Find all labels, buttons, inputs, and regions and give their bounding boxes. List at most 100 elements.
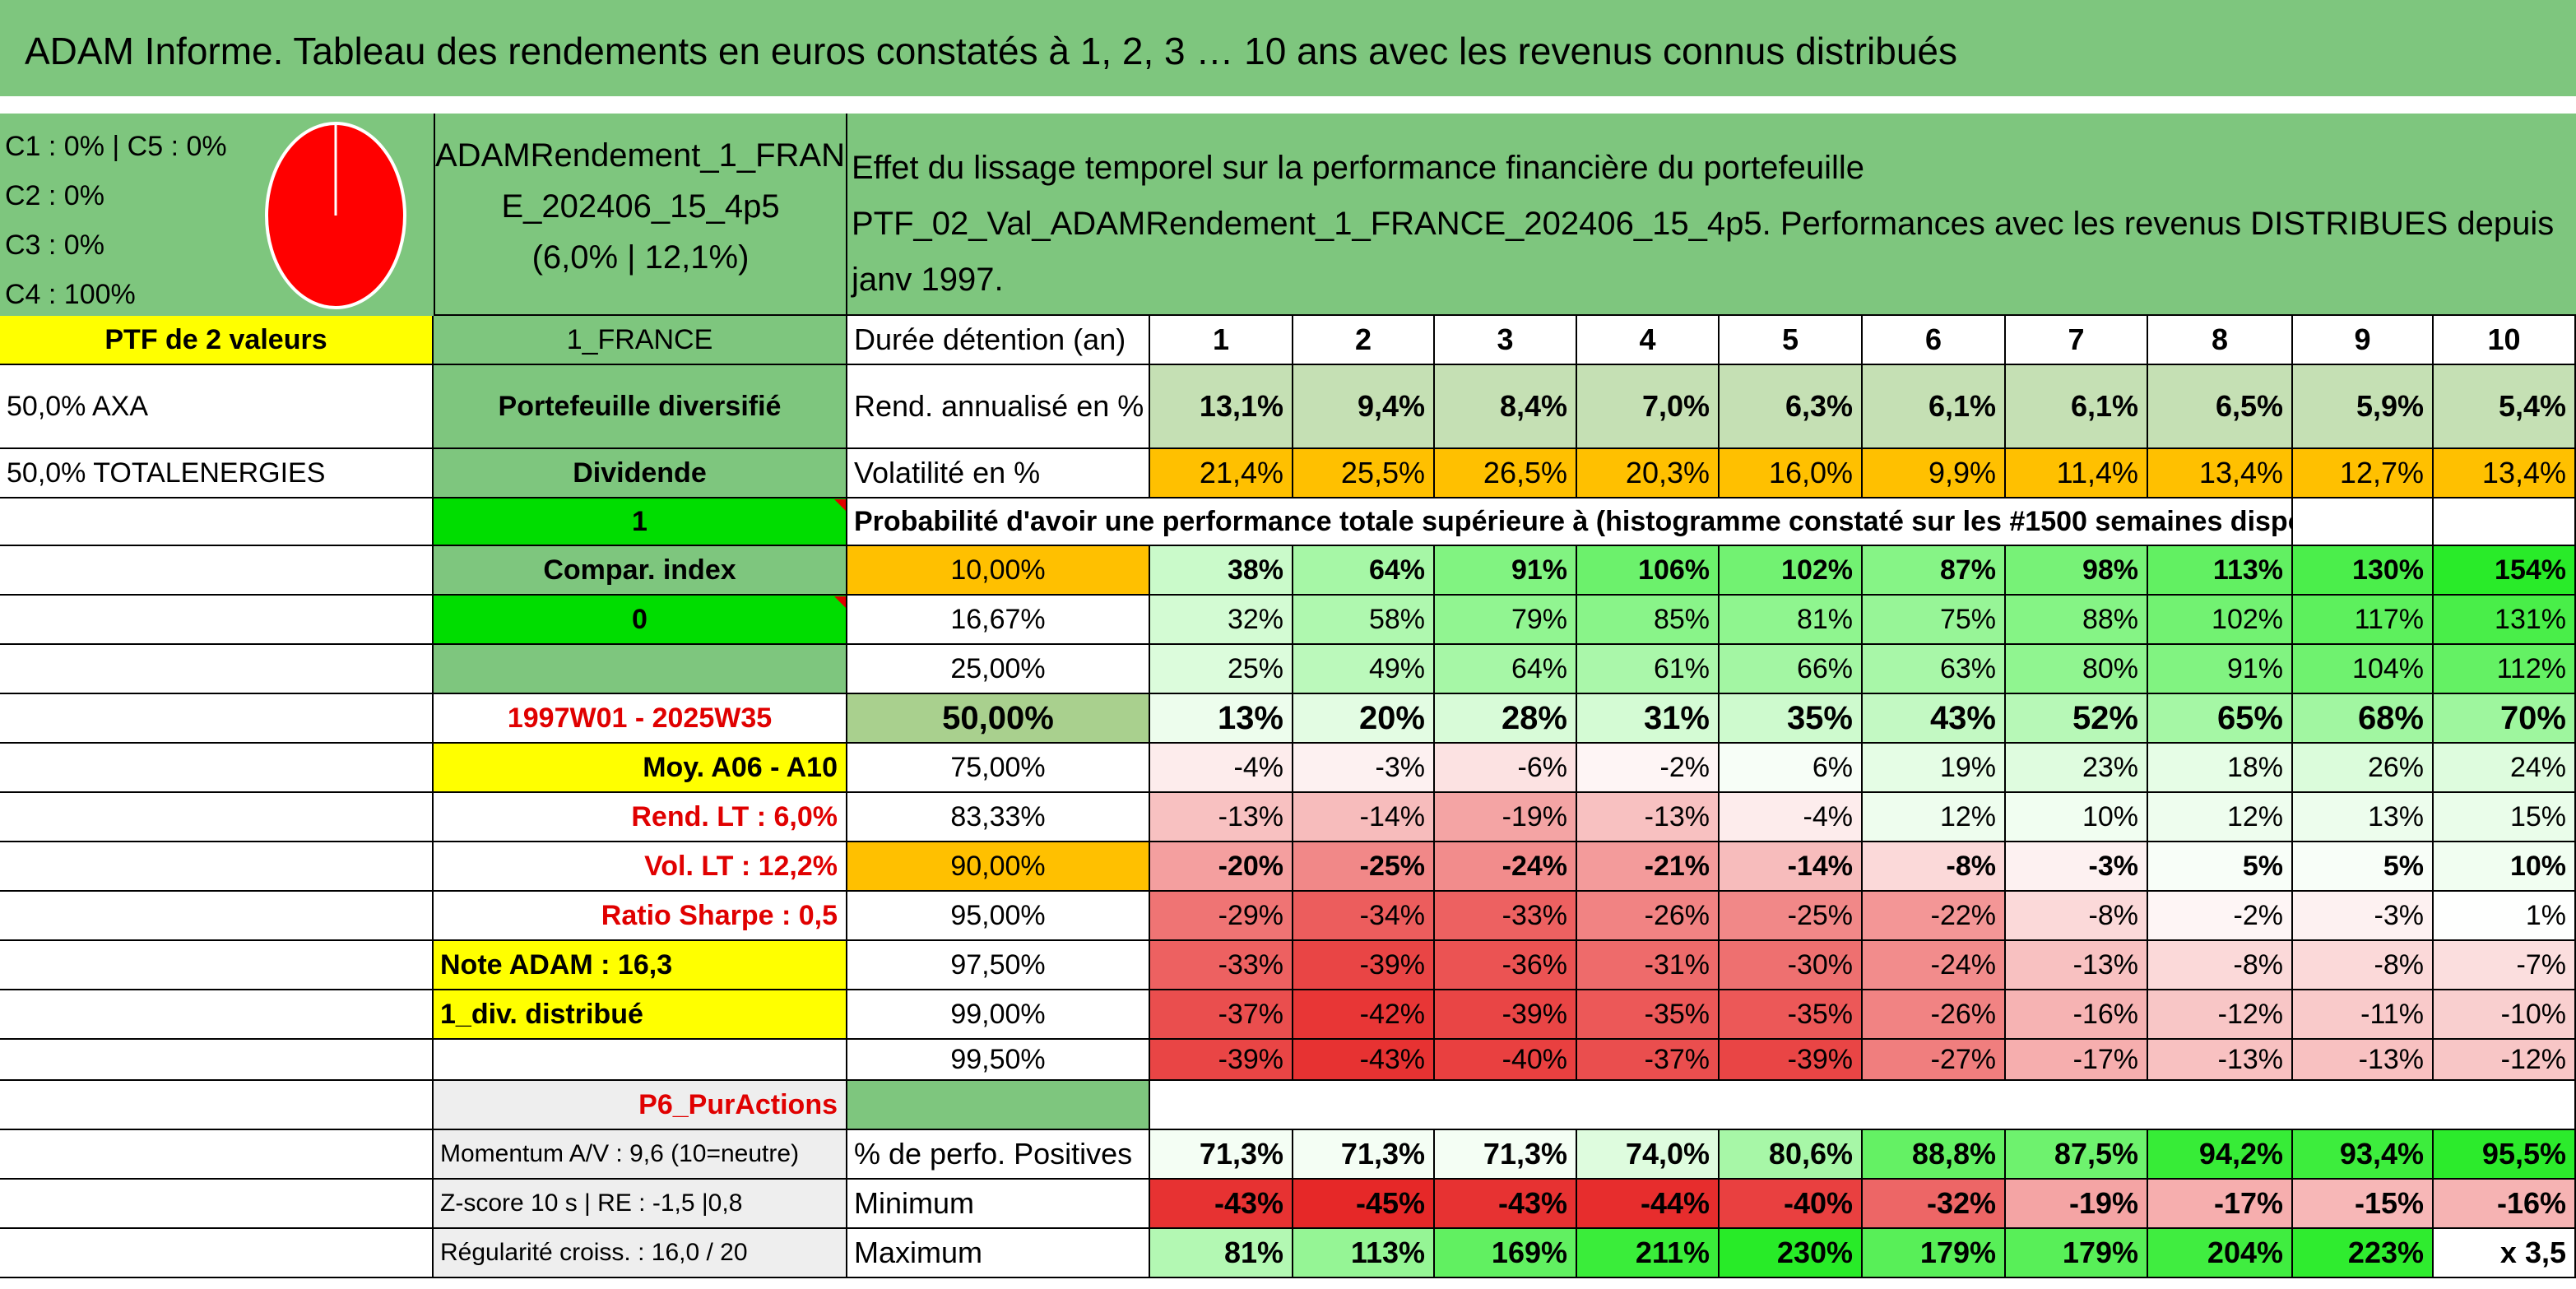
annual-return-value: 5,4% (2434, 365, 2576, 449)
maximum-value: 230% (1720, 1229, 1863, 1278)
fund-name-panel: ADAMRendement_1_FRANC E_202406_15_4p5 (6… (434, 114, 869, 316)
quantile-label: 10,00% (847, 546, 1150, 596)
composition-list: C1 : 0% | C5 : 0% C2 : 0% C3 : 0% C4 : 1… (5, 122, 227, 319)
quantile-value: 104% (2293, 645, 2434, 694)
empty-cell (0, 990, 434, 1040)
positive-share-value: 88,8% (1863, 1130, 2006, 1180)
empty-cell (0, 842, 434, 892)
comment-marker (834, 596, 846, 608)
average-label: Moy. A06 - A10 (434, 744, 847, 793)
momentum-stat: Momentum A/V : 9,6 (10=neutre) (434, 1130, 847, 1180)
quantile-value: 25% (1150, 645, 1293, 694)
quantile-value: -25% (1720, 892, 1863, 941)
volatility-value: 9,9% (1863, 449, 2006, 498)
year-header: 1 (1150, 316, 1293, 365)
annual-return-value: 6,1% (2006, 365, 2148, 449)
quantile-value: 58% (1293, 596, 1435, 645)
annual-return-value: 9,4% (1293, 365, 1435, 449)
quantile-value: 15% (2434, 793, 2576, 842)
quantile-label: 50,00% (847, 694, 1150, 744)
quantile-value: -27% (1863, 1040, 2006, 1081)
minimum-value: -16% (2434, 1180, 2576, 1229)
positive-share-value: 71,3% (1293, 1130, 1435, 1180)
quantile-value: 12% (2148, 793, 2293, 842)
quantile-value: -6% (1435, 744, 1577, 793)
quantile-value: -8% (2148, 941, 2293, 990)
quantile-label: 95,00% (847, 892, 1150, 941)
quantile-value: 88% (2006, 596, 2148, 645)
annual-return-value: 6,1% (1863, 365, 2006, 449)
quantile-value: -19% (1435, 793, 1577, 842)
positive-share-value: 80,6% (1720, 1130, 1863, 1180)
quantile-value: -2% (2148, 892, 2293, 941)
minimum-value: -43% (1435, 1180, 1577, 1229)
quantile-value: 5% (2293, 842, 2434, 892)
empty-cell (0, 1229, 434, 1278)
empty-cell (434, 645, 847, 694)
fund-name-line: ADAMRendement_1_FRANC (435, 137, 869, 174)
quantile-value: -8% (1863, 842, 2006, 892)
quantile-value: 113% (2148, 546, 2293, 596)
maximum-value: x 3,5 (2434, 1229, 2576, 1278)
empty-cell (0, 596, 434, 645)
year-header: 2 (1293, 316, 1435, 365)
quantile-value: 75% (1863, 596, 2006, 645)
fund-name-line: E_202406_15_4p5 (501, 188, 780, 225)
quantile-label: 25,00% (847, 645, 1150, 694)
holding-totalenergies: 50,0% TOTALENERGIES (0, 449, 434, 498)
quantile-value: -12% (2434, 1040, 2576, 1081)
positive-share-value: 71,3% (1435, 1130, 1577, 1180)
composition-line: C2 : 0% (5, 180, 104, 211)
quantile-value: -39% (1150, 1040, 1293, 1081)
positive-share-value: 71,3% (1150, 1130, 1293, 1180)
quantile-value: 32% (1150, 596, 1293, 645)
quantile-value: 80% (2006, 645, 2148, 694)
quantile-value: -33% (1150, 941, 1293, 990)
maximum-value: 204% (2148, 1229, 2293, 1278)
annual-return-value: 6,5% (2148, 365, 2293, 449)
minimum-value: -19% (2006, 1180, 2148, 1229)
maximum-value: 81% (1150, 1229, 1293, 1278)
quantile-value: -26% (1577, 892, 1720, 941)
quantile-value: -8% (2006, 892, 2148, 941)
quantile-value: 63% (1863, 645, 2006, 694)
quantile-value: 20% (1293, 694, 1435, 744)
quantile-value: -16% (2006, 990, 2148, 1040)
empty-cell (2293, 498, 2434, 546)
empty-cell (0, 1081, 434, 1130)
quantile-value: -26% (1863, 990, 2006, 1040)
quantile-value: -21% (1577, 842, 1720, 892)
quantile-value: 70% (2434, 694, 2576, 744)
volatility-value: 12,7% (2293, 449, 2434, 498)
quantile-value: 66% (1720, 645, 1863, 694)
quantile-value: -43% (1293, 1040, 1435, 1081)
volatility-value: 26,5% (1435, 449, 1577, 498)
quantile-value: 13% (1150, 694, 1293, 744)
report-title: ADAM Informe. Tableau des rendements en … (0, 0, 2576, 99)
annual-return-label: Rend. annualisé en % (847, 365, 1150, 449)
quantile-value: 79% (1435, 596, 1577, 645)
quantile-value: 131% (2434, 596, 2576, 645)
quantile-value: 52% (2006, 694, 2148, 744)
minimum-value: -44% (1577, 1180, 1720, 1229)
quantile-value: -37% (1150, 990, 1293, 1040)
effect-line: Effet du lissage temporel sur la perform… (852, 150, 1865, 186)
quantile-value: -13% (2293, 1040, 2434, 1081)
quantile-value: -24% (1435, 842, 1577, 892)
composition-line: C4 : 100% (5, 279, 136, 310)
zscore-stat: Z-score 10 s | RE : -1,5 |0,8 (434, 1180, 847, 1229)
quantile-value: -3% (2006, 842, 2148, 892)
quantile-value: 112% (2434, 645, 2576, 694)
fund-stats: (6,0% | 12,1%) (531, 239, 750, 276)
quantile-value: 61% (1577, 645, 1720, 694)
empty-cell (0, 744, 434, 793)
maximum-value: 113% (1293, 1229, 1435, 1278)
annual-return-value: 7,0% (1577, 365, 1720, 449)
quantile-value: 18% (2148, 744, 2293, 793)
quantile-value: -13% (1577, 793, 1720, 842)
quantile-value: -13% (2148, 1040, 2293, 1081)
positive-share-label: % de perfo. Positives (847, 1130, 1150, 1180)
portfolio-type: Portefeuille diversifié (434, 365, 847, 449)
quantile-value: -11% (2293, 990, 2434, 1040)
quantile-value: 64% (1293, 546, 1435, 596)
